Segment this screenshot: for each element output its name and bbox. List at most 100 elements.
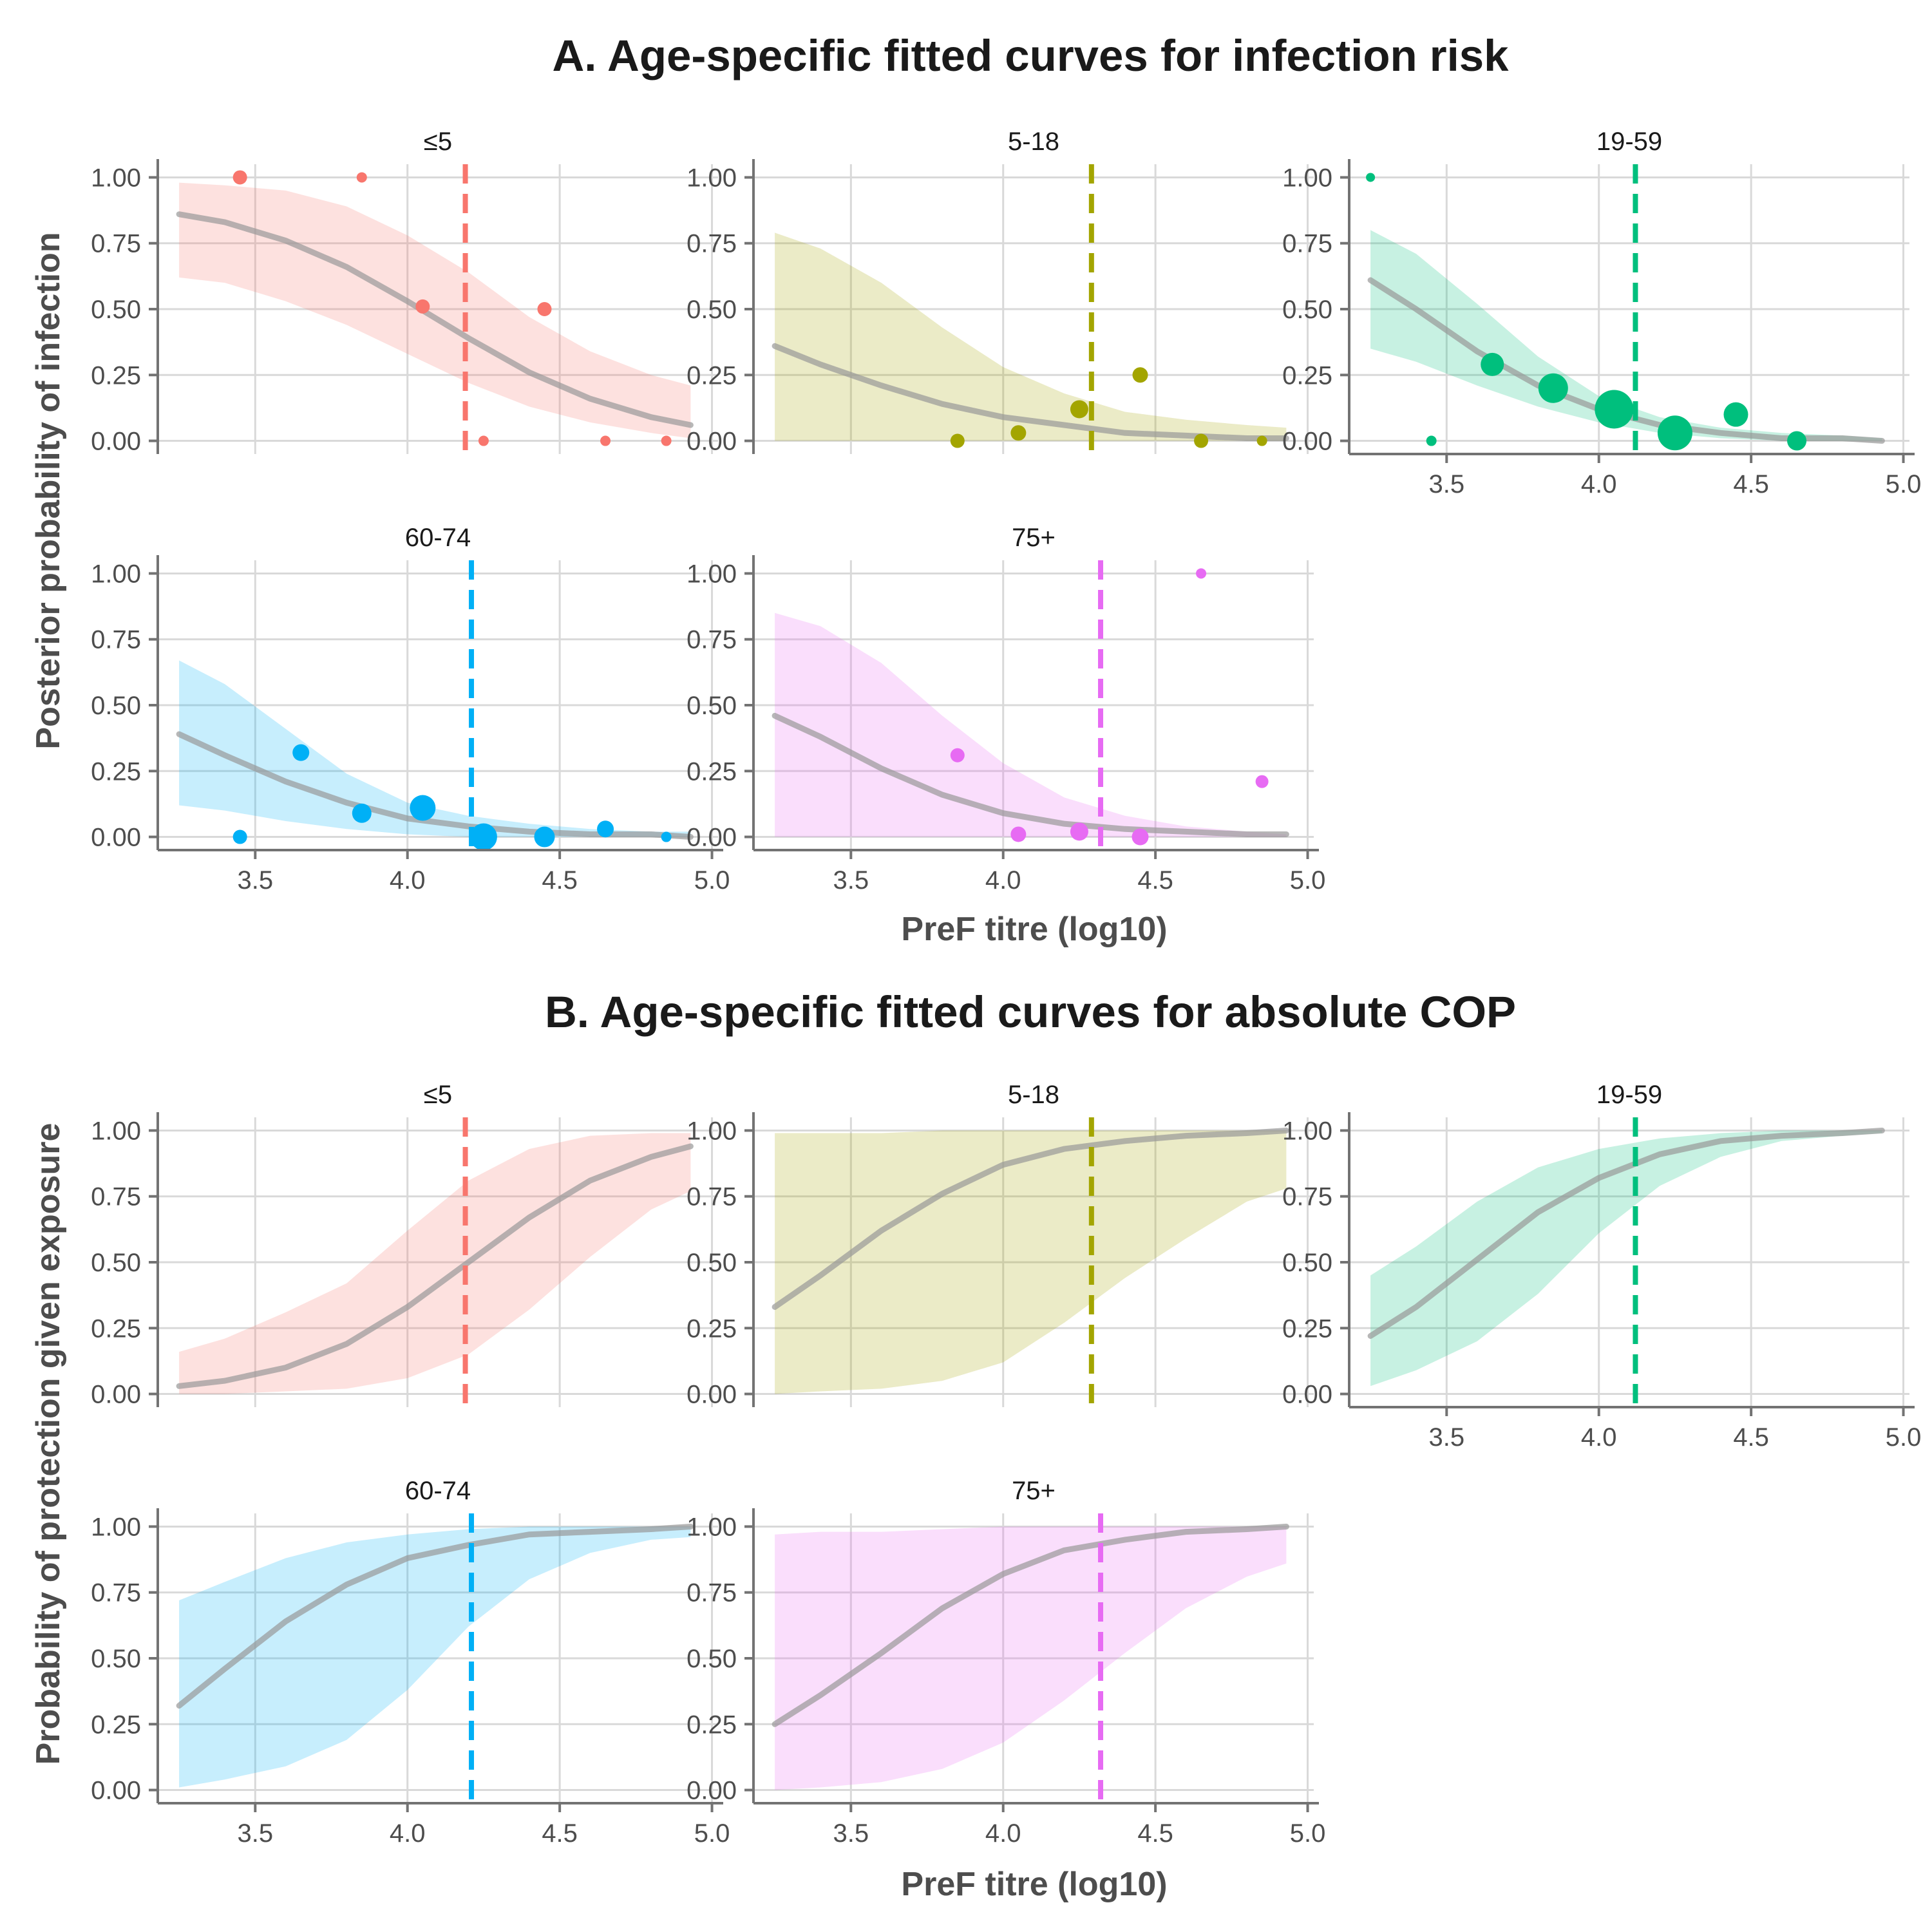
y-tick-label: 1.00 (1282, 1117, 1332, 1145)
facet-strip-label: 19-59 (1596, 1081, 1662, 1109)
y-tick-label: 0.75 (687, 230, 737, 258)
y-tick-label: 0.25 (687, 757, 737, 786)
data-point (1132, 367, 1148, 383)
credible-band (775, 1526, 1287, 1790)
fitted-curve (176, 731, 694, 840)
x-tick-label: 4.5 (1733, 470, 1769, 498)
fitted-curve (772, 712, 1289, 837)
y-tick-label: 0.25 (687, 361, 737, 390)
data-point (292, 744, 310, 761)
data-point (661, 435, 672, 446)
y-tick-label: 1.00 (687, 1513, 737, 1541)
facet-strip-label: ≤5 (424, 128, 452, 156)
data-point (1070, 400, 1088, 419)
y-tick-label: 0.00 (687, 1381, 737, 1409)
x-tick-label: 3.5 (833, 1819, 869, 1848)
credible-band (179, 182, 691, 439)
y-tick-label: 0.50 (1282, 296, 1332, 324)
y-tick-label: 1.00 (91, 560, 141, 588)
data-point (1196, 568, 1207, 579)
facet-panel: 75+ 0.00 0.25 0.50 0.75 1.00 3.5 4.0 4.5 5.0 (687, 1477, 1325, 1848)
y-tick-label: 1.00 (91, 1513, 141, 1541)
data-point (1723, 402, 1748, 427)
y-tick-label: 0.25 (91, 1314, 141, 1343)
section-a-x-axis-label: PreF titre (log10) (901, 911, 1167, 948)
data-point (1010, 826, 1027, 842)
y-tick-label: 0.25 (91, 361, 141, 390)
y-tick-label: 0.50 (91, 1249, 141, 1277)
x-tick-label: 4.5 (542, 866, 578, 895)
credible-band (179, 1526, 691, 1788)
y-tick-label: 0.25 (687, 1710, 737, 1739)
y-tick-label: 0.75 (91, 230, 141, 258)
data-point (352, 803, 372, 823)
section-b-y-axis-label: Probability of protection given exposure (30, 1123, 67, 1765)
data-point (534, 826, 555, 848)
x-tick-label: 4.0 (1581, 1423, 1617, 1452)
y-tick-label: 0.00 (687, 824, 737, 852)
y-tick-label: 0.00 (91, 824, 141, 852)
y-tick-label: 0.50 (91, 692, 141, 720)
facet-panel: 19-59 0.00 0.25 0.50 0.75 1.00 3.5 4.0 4.5 5.0 (1282, 1081, 1921, 1452)
data-point (1194, 433, 1209, 448)
x-tick-label: 4.0 (985, 866, 1021, 895)
data-point (597, 820, 614, 838)
data-point (1481, 352, 1504, 376)
facet-panel: 75+ 0.00 0.25 0.50 0.75 1.00 3.5 4.0 4.5 5.0 (687, 524, 1325, 895)
data-point (478, 435, 489, 446)
y-tick-label: 0.25 (1282, 361, 1332, 390)
section-b-x-axis-label: PreF titre (log10) (901, 1866, 1167, 1903)
data-point (232, 170, 247, 185)
x-tick-label: 3.5 (237, 866, 273, 895)
x-tick-label: 4.0 (390, 866, 426, 895)
x-tick-label: 5.0 (1290, 1819, 1326, 1848)
facet-strip-label: 60-74 (405, 524, 471, 552)
y-tick-label: 0.50 (687, 296, 737, 324)
fitted-curve (176, 211, 694, 428)
y-tick-label: 1.00 (687, 164, 737, 192)
credible-band (775, 232, 1287, 441)
x-tick-label: 3.5 (237, 1819, 273, 1848)
y-tick-label: 1.00 (687, 1117, 737, 1145)
x-tick-label: 3.5 (1428, 470, 1464, 498)
y-tick-label: 0.25 (91, 1710, 141, 1739)
data-point (1256, 435, 1267, 446)
fitted-curve (772, 1128, 1289, 1310)
y-tick-label: 0.75 (1282, 1183, 1332, 1211)
data-point (415, 299, 430, 314)
data-point (661, 831, 672, 842)
y-tick-label: 0.50 (687, 692, 737, 720)
y-tick-label: 0.50 (91, 1645, 141, 1673)
y-tick-label: 1.00 (1282, 164, 1332, 192)
x-tick-label: 4.0 (390, 1819, 426, 1848)
data-point (1787, 431, 1807, 451)
y-tick-label: 0.00 (91, 428, 141, 456)
facet-panel: ≤5 0.00 0.25 0.50 0.75 1.00 (91, 1081, 718, 1409)
x-tick-label: 5.0 (694, 866, 730, 895)
y-tick-label: 1.00 (91, 164, 141, 192)
x-tick-label: 3.5 (833, 866, 869, 895)
facet-strip-label: 75+ (1012, 524, 1056, 552)
y-tick-label: 0.25 (687, 1314, 737, 1343)
credible-band (1370, 1130, 1882, 1387)
credible-band (1370, 230, 1882, 441)
y-tick-label: 0.50 (91, 296, 141, 324)
section-b-title: B. Age-specific fitted curves for absolu… (545, 987, 1516, 1037)
y-tick-label: 0.00 (91, 1777, 141, 1805)
facet-panel: 19-59 0.00 0.25 0.50 0.75 1.00 3.5 4.0 4.5 5.0 (1282, 128, 1921, 498)
x-tick-label: 5.0 (694, 1819, 730, 1848)
y-tick-label: 0.00 (1282, 428, 1332, 456)
fitted-curve (176, 1524, 694, 1709)
y-tick-label: 0.00 (687, 428, 737, 456)
facet-panel: 60-74 0.00 0.25 0.50 0.75 1.00 3.5 4.0 4.5 5.0 (91, 524, 730, 895)
facet-panel: 60-74 0.00 0.25 0.50 0.75 1.00 3.5 4.0 4.5 5.0 (91, 1477, 730, 1848)
facet-strip-label: 75+ (1012, 1477, 1056, 1505)
y-tick-label: 0.75 (687, 1579, 737, 1607)
facet-strip-label: 5-18 (1008, 128, 1059, 156)
section-a-y-axis-label: Posterior probability of infection (30, 232, 67, 749)
facet-panel: 5-18 0.00 0.25 0.50 0.75 1.00 (687, 128, 1314, 456)
data-point (600, 435, 611, 446)
y-tick-label: 1.00 (91, 1117, 141, 1145)
section-a-title: A. Age-specific fitted curves for infect… (552, 31, 1509, 80)
